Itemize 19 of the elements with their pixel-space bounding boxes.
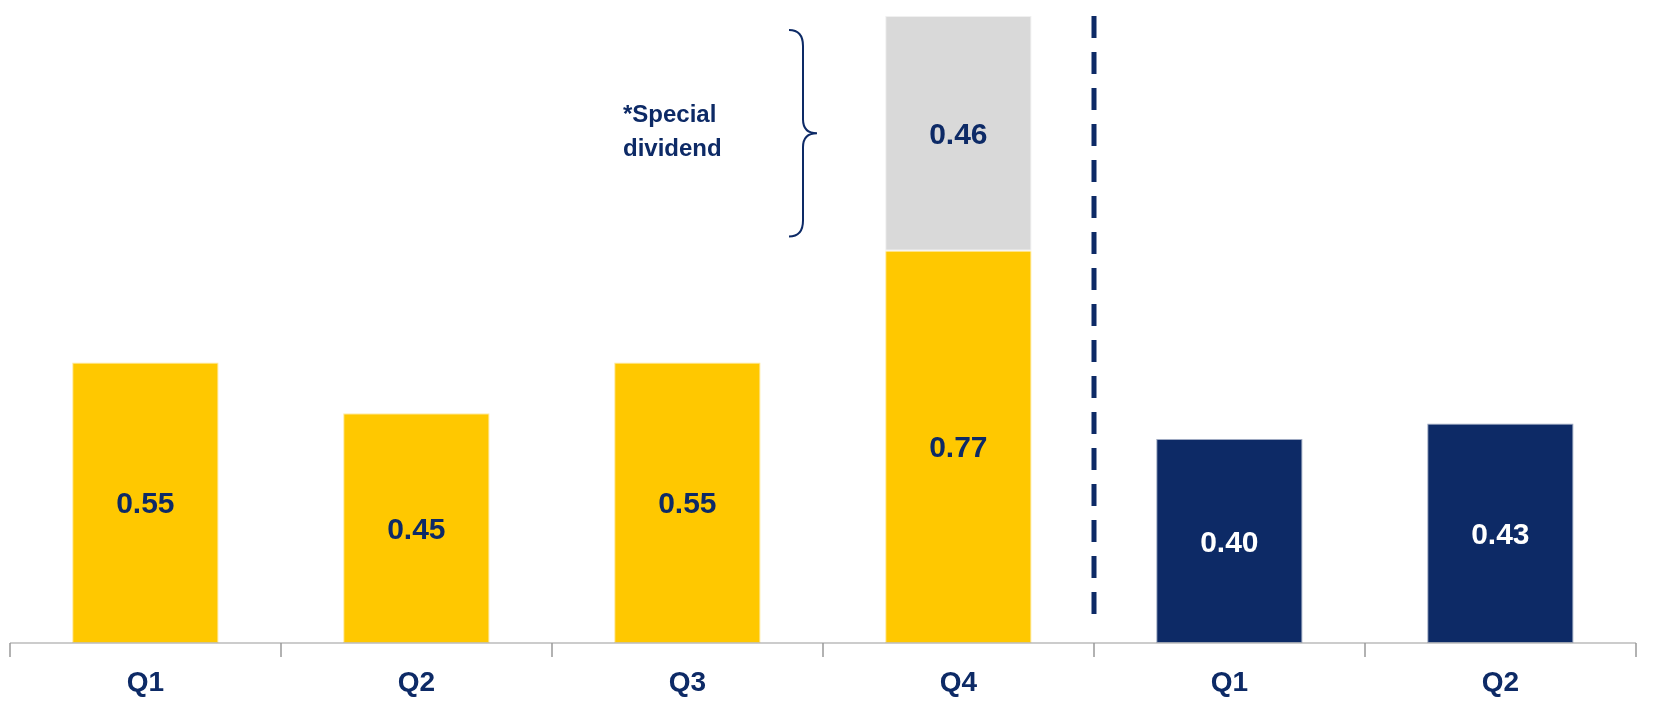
data-label: 0.55 [658, 486, 717, 520]
data-label: 0.43 [1471, 517, 1530, 551]
x-tick-label: Q3 [668, 665, 707, 697]
bar [1426, 422, 1575, 643]
data-label: 0.46 [929, 116, 988, 150]
x-tick-label: Q2 [397, 665, 436, 697]
data-label: 0.45 [387, 511, 446, 545]
x-tick-label: Q1 [1210, 665, 1249, 697]
annotation: *Special dividend [623, 99, 723, 164]
bar [342, 412, 491, 643]
x-tick-label: Q2 [1481, 665, 1520, 697]
data-label: 0.40 [1200, 524, 1259, 558]
data-label: 0.77 [929, 430, 988, 464]
x-tick-label: Q1 [126, 665, 165, 697]
bar [1155, 438, 1304, 643]
data-label: 0.55 [116, 486, 175, 520]
bar [71, 361, 220, 643]
x-tick-label: Q4 [939, 665, 978, 697]
bar [613, 361, 762, 643]
